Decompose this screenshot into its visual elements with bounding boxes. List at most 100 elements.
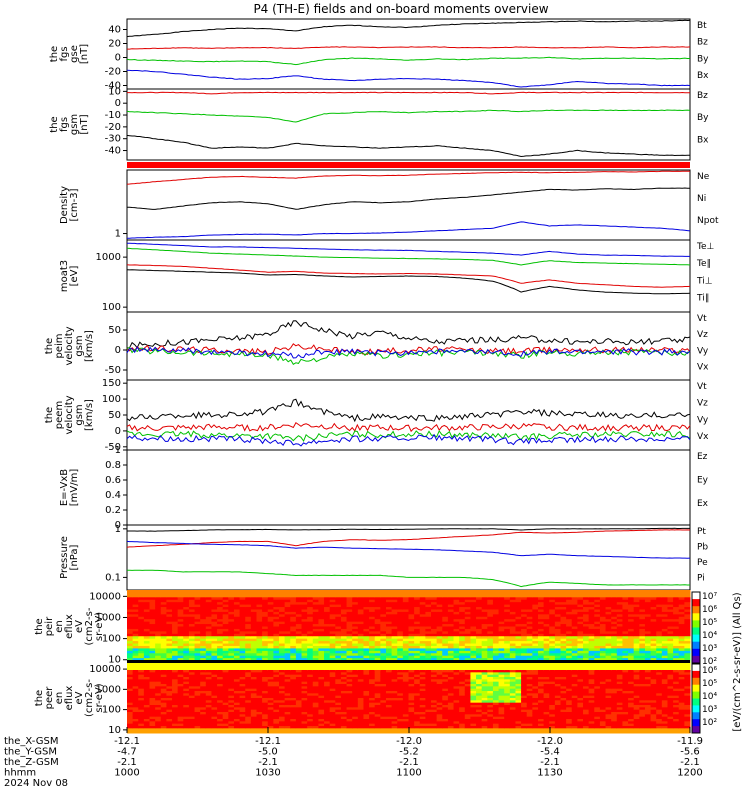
heatmap-cell: [149, 658, 156, 662]
heatmap-cell: [138, 621, 145, 625]
heatmap-cell: [509, 616, 516, 620]
heatmap-cell: [166, 599, 173, 603]
heatmap-cell: [290, 707, 297, 711]
heatmap-cell: [414, 693, 421, 697]
heatmap-cell: [324, 614, 331, 618]
heatmap-cell: [312, 665, 319, 669]
heatmap-cell: [132, 655, 139, 659]
heatmap-cell: [211, 655, 218, 659]
heatmap-cell: [127, 590, 134, 593]
heatmap-cell: [346, 628, 353, 632]
heatmap-cell: [301, 641, 308, 645]
heatmap-cell: [217, 599, 224, 603]
heatmap-cell: [498, 604, 505, 608]
heatmap-cell: [183, 707, 190, 711]
heatmap-cell: [492, 655, 500, 659]
series-line-Vt: [126, 320, 691, 349]
heatmap-cell: [425, 686, 432, 690]
heatmap-cell: [301, 695, 308, 699]
heatmap-cell: [188, 679, 196, 683]
heatmap-cell: [222, 609, 229, 613]
heatmap-cell: [155, 631, 162, 635]
heatmap-cell: [340, 672, 348, 676]
heatmap-cell: [222, 619, 229, 623]
heatmap-cell: [453, 592, 460, 596]
heatmap-cell: [160, 614, 167, 618]
heatmap-cell: [329, 677, 336, 680]
heatmap-cell: [183, 619, 190, 623]
heatmap-cell: [132, 602, 139, 606]
heatmap-cell: [369, 698, 376, 701]
heatmap-cell: [633, 614, 640, 618]
heatmap-cell: [363, 686, 370, 690]
heatmap-cell: [447, 705, 455, 708]
heatmap-cell: [363, 619, 370, 623]
heatmap-cell: [301, 643, 308, 647]
heatmap-cell: [380, 705, 387, 708]
heatmap-cell: [408, 672, 415, 676]
heatmap-cell: [205, 681, 212, 685]
heatmap-cell: [678, 607, 685, 610]
heatmap-cell: [239, 700, 246, 704]
heatmap-cell: [684, 650, 691, 654]
heatmap-cell: [673, 611, 680, 615]
heatmap-cell: [250, 641, 257, 645]
y-axis-label: velocity: [64, 326, 75, 365]
heatmap-cell: [172, 670, 179, 673]
heatmap-cell: [577, 645, 584, 649]
heatmap-cell: [205, 667, 212, 671]
heatmap-cell: [143, 726, 151, 729]
heatmap-cell: [222, 592, 229, 596]
heatmap-cell: [228, 693, 235, 697]
legend-label-1: Vt: [697, 314, 707, 324]
heatmap-cell: [369, 719, 376, 722]
heatmap-cell: [673, 636, 680, 640]
heatmap-cell: [205, 679, 212, 683]
heatmap-cell: [459, 604, 466, 608]
heatmap-cell: [256, 667, 263, 671]
heatmap-cell: [380, 700, 387, 704]
heatmap-cell: [250, 633, 257, 637]
heatmap-cell: [419, 624, 426, 627]
heatmap-cell: [155, 677, 162, 680]
heatmap-cell: [346, 679, 353, 683]
heatmap-cell: [222, 723, 229, 727]
heatmap-cell: [155, 700, 162, 704]
heatmap-cell: [143, 655, 151, 659]
heatmap-cell: [284, 721, 291, 725]
heatmap-cell: [172, 723, 179, 727]
heatmap-cell: [290, 611, 297, 615]
heatmap-cell: [414, 641, 421, 645]
heatmap-cell: [414, 684, 421, 687]
heatmap-cell: [267, 691, 274, 694]
heatmap-cell: [166, 679, 173, 683]
heatmap-cell: [419, 707, 426, 711]
heatmap-cell: [233, 643, 241, 647]
heatmap-cell: [425, 705, 432, 708]
heatmap-cell: [284, 670, 291, 673]
heatmap-cell: [155, 633, 162, 637]
heatmap-cell: [436, 663, 443, 666]
heatmap-cell: [571, 626, 578, 630]
heatmap-cell: [678, 611, 685, 615]
heatmap-cell: [194, 619, 201, 623]
heatmap-cell: [391, 616, 398, 620]
heatmap-cell: [335, 719, 342, 722]
heatmap-cell: [583, 594, 590, 598]
heatmap-cell: [509, 609, 516, 613]
heatmap-cell: [138, 665, 145, 669]
heatmap-cell: [166, 631, 173, 635]
heatmap-cell: [656, 628, 663, 632]
heatmap-cell: [391, 641, 398, 645]
heatmap-cell: [205, 611, 212, 615]
heatmap-cell: [656, 592, 663, 596]
heatmap-cell: [521, 602, 528, 606]
heatmap-cell: [177, 663, 184, 666]
heatmap-cell: [374, 709, 381, 713]
heatmap-cell: [318, 658, 325, 662]
heatmap-cell: [346, 716, 353, 720]
heatmap-cell: [436, 643, 443, 647]
heatmap-cell: [217, 712, 224, 715]
heatmap-cell: [397, 665, 404, 669]
